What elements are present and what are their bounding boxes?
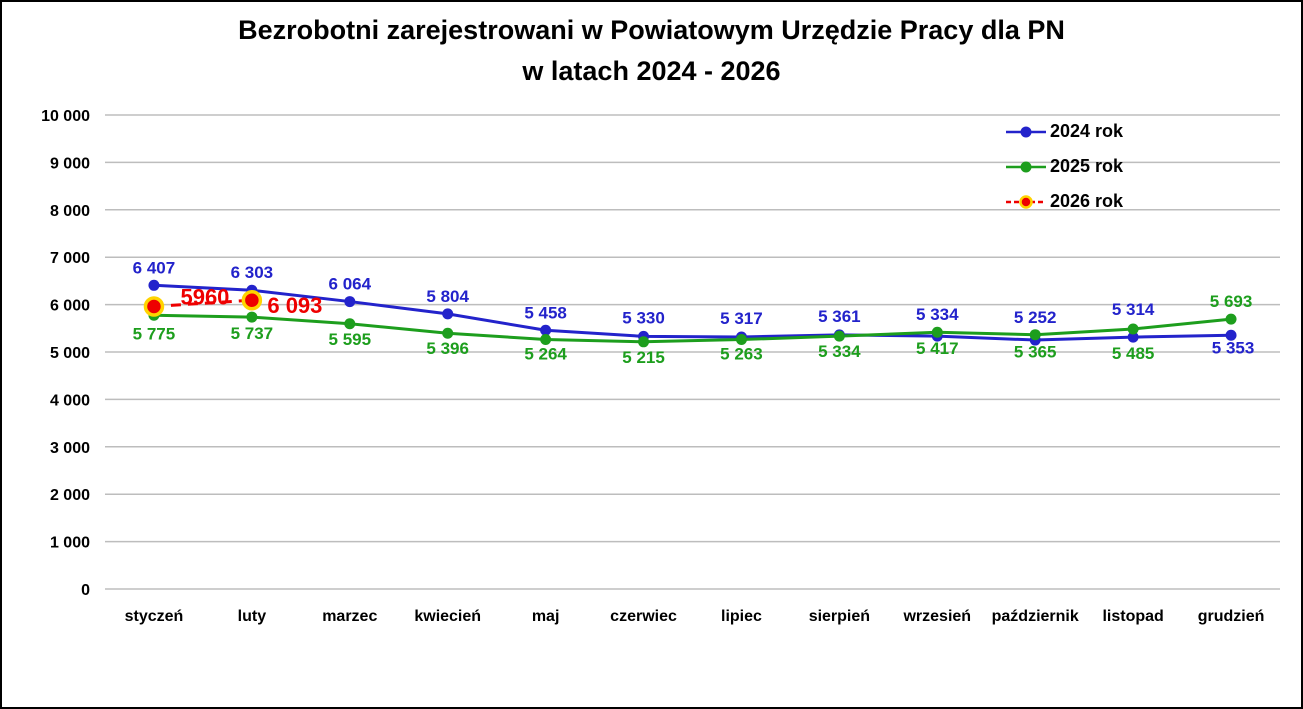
data-point-label-1: 5 396 xyxy=(426,339,469,358)
data-point-marker-1 xyxy=(735,334,747,346)
data-point-label-1: 5 365 xyxy=(1014,343,1057,362)
data-point-label-0: 5 252 xyxy=(1014,308,1057,327)
data-point-label-1: 5 417 xyxy=(916,339,959,358)
data-point-marker-1 xyxy=(442,327,454,339)
y-axis-tick-label: 9 000 xyxy=(50,155,90,172)
series-line-1 xyxy=(153,313,1232,344)
x-axis-month-label: grudzień xyxy=(1198,608,1265,625)
data-point-marker-0 xyxy=(442,308,454,320)
chart-title-line2: w latach 2024 - 2026 xyxy=(522,56,781,86)
x-axis-month-label: listopad xyxy=(1102,608,1163,625)
data-point-marker-1 xyxy=(246,311,258,323)
chart-legend: 2024 rok 2025 rok 2026 rok xyxy=(1005,114,1123,219)
data-point-label-2: 5960 xyxy=(180,284,229,309)
legend-line-marker-icon xyxy=(1006,126,1046,137)
data-point-label-1: 5 485 xyxy=(1112,344,1155,363)
y-axis-tick-label: 1 000 xyxy=(50,535,90,552)
data-point-label-0: 6 407 xyxy=(133,258,176,277)
series-line-0 xyxy=(153,283,1232,342)
data-point-label-1: 5 264 xyxy=(524,344,567,363)
y-axis-tick-label: 2 000 xyxy=(50,487,90,504)
data-point-label-1: 5 334 xyxy=(818,342,861,361)
data-point-label-1: 5 595 xyxy=(329,330,372,349)
data-point-marker-1 xyxy=(638,336,650,348)
legend-line-marker-icon xyxy=(1006,194,1046,209)
y-axis-tick-label: 6 000 xyxy=(50,298,90,315)
data-point-marker-1 xyxy=(344,318,356,330)
data-point-label-1: 5 215 xyxy=(622,348,665,367)
y-axis-tick-label: 0 xyxy=(81,582,90,599)
y-axis-tick-label: 8 000 xyxy=(50,203,90,220)
data-point-label-1: 5 693 xyxy=(1210,292,1253,311)
data-point-marker-1 xyxy=(1127,323,1139,335)
data-point-label-0: 6 303 xyxy=(231,263,274,282)
y-axis-tick-label: 4 000 xyxy=(50,392,90,409)
data-point-label-1: 5 775 xyxy=(133,324,176,343)
x-axis-month-label: październik xyxy=(992,608,1079,625)
data-point-marker-0 xyxy=(344,296,356,308)
data-point-marker-1 xyxy=(540,333,552,345)
x-axis-month-label: luty xyxy=(238,608,267,625)
data-point-label-1: 5 737 xyxy=(231,324,274,343)
data-point-marker-1 xyxy=(833,330,845,342)
data-point-label-0: 5 334 xyxy=(916,305,959,324)
x-axis-month-label: kwiecień xyxy=(414,608,481,625)
chart-title: Bezrobotni zarejestrowani w Powiatowym U… xyxy=(2,10,1301,92)
legend-label-2024: 2024 rok xyxy=(1050,121,1124,141)
data-point-label-0: 5 458 xyxy=(524,303,567,322)
x-axis-month-label: wrzesień xyxy=(902,608,971,625)
data-point-marker-2 xyxy=(241,289,263,311)
data-point-label-0: 5 330 xyxy=(622,308,665,327)
data-point-marker-0 xyxy=(148,279,160,291)
legend-item-2026: 2026 rok xyxy=(1005,184,1123,219)
x-axis-month-label: maj xyxy=(532,608,560,625)
data-point-label-0: 5 317 xyxy=(720,309,763,328)
x-axis-month-label: lipiec xyxy=(721,608,762,625)
x-axis-month-label: sierpień xyxy=(809,608,870,625)
data-point-label-0: 5 361 xyxy=(818,307,861,326)
y-axis-tick-label: 10 000 xyxy=(41,108,90,125)
x-axis-month-label: styczeń xyxy=(125,608,184,625)
y-axis-tick-label: 3 000 xyxy=(50,440,90,457)
data-point-marker-0 xyxy=(1225,329,1237,341)
legend-label-2026: 2026 rok xyxy=(1050,191,1124,211)
legend-item-2024: 2024 rok xyxy=(1005,114,1123,149)
legend-label-2025: 2025 rok xyxy=(1050,156,1124,176)
y-axis-tick-label: 5 000 xyxy=(50,345,90,362)
data-point-label-1: 5 263 xyxy=(720,345,763,364)
data-point-marker-1 xyxy=(931,326,943,338)
chart-title-line1: Bezrobotni zarejestrowani w Powiatowym U… xyxy=(238,15,1065,45)
x-axis-month-label: czerwiec xyxy=(610,608,677,625)
data-point-label-0: 5 353 xyxy=(1212,338,1255,357)
data-point-marker-2 xyxy=(143,296,165,317)
data-point-label-0: 6 064 xyxy=(329,275,372,294)
data-point-marker-0 xyxy=(540,324,552,336)
data-point-marker-0 xyxy=(1127,331,1139,343)
data-point-label-0: 5 804 xyxy=(426,287,469,306)
data-point-label-2: 6 093 xyxy=(267,293,322,318)
data-point-marker-1 xyxy=(1029,329,1041,341)
x-axis-month-label: marzec xyxy=(322,608,377,625)
legend-line-marker-icon xyxy=(1006,161,1046,172)
y-axis-tick-label: 7 000 xyxy=(50,250,90,267)
data-point-label-0: 5 314 xyxy=(1112,300,1155,319)
data-point-marker-1 xyxy=(1225,313,1237,325)
legend-item-2025: 2025 rok xyxy=(1005,149,1123,184)
